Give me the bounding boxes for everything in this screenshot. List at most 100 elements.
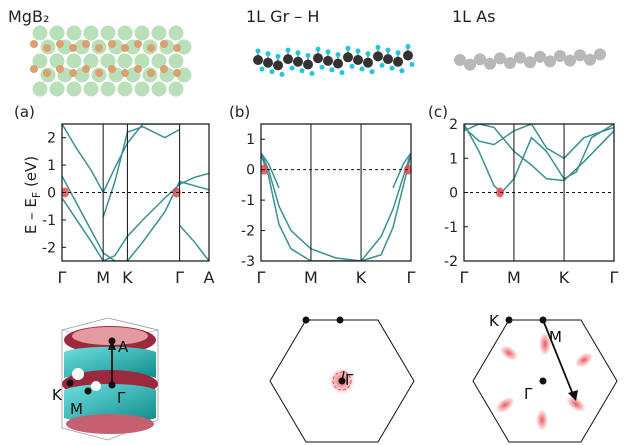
x-tick-label: A [204,268,215,287]
b-atom [121,69,129,77]
b-atom [82,65,90,73]
fs-pocket [575,352,593,368]
h-atom [399,68,405,74]
band-line [62,183,181,261]
band-line [62,124,180,195]
c-atom [343,52,353,63]
c-atom [273,60,283,71]
as-atom [454,54,466,66]
fs-pocket [495,397,515,413]
mg-atom [49,53,65,69]
b-atom [173,44,181,52]
band-line [261,154,411,261]
structure-title-mgb2: MgB₂ [8,7,49,26]
mg-atom [83,81,99,97]
y-tick-label: -3 [241,254,255,270]
as-atom [554,50,566,62]
b-atom [43,44,51,52]
b-atom [108,40,116,48]
arrow-head [108,340,116,350]
y-axis-label-sub: F [30,192,43,198]
h-atom [359,66,365,72]
as-atom [594,48,606,61]
h-atom [369,69,375,75]
h-atom [299,68,305,74]
kpoint-k [302,316,310,324]
h-atom [285,47,291,53]
mg-atom [168,25,184,41]
as-atom [584,53,596,66]
b-atom [30,65,38,73]
mg-atom [100,53,116,69]
band-line [179,224,209,261]
fs-tube-upper [64,346,156,378]
y-axis-label-text: E – E [22,198,40,234]
x-tick-label: Γ [610,268,619,287]
fs-pocket [536,409,548,431]
x-tick-label: Γ [175,268,184,287]
kpoint-k [505,316,513,324]
mg-atom [168,81,184,97]
b-atom [134,40,142,48]
kpoint-m [84,387,92,395]
y-tick-label: 1 [246,132,255,148]
h-atom [379,62,385,68]
b-atom [147,44,155,52]
fs-hole [72,368,84,380]
band-line [179,172,209,185]
c-atom [333,58,343,69]
c-atom [363,57,373,68]
kpoint-m [336,316,344,324]
x-tick-label: Γ [58,268,67,287]
band-line [464,124,614,160]
h-atom [339,70,345,76]
fs-label-k: K [52,386,63,404]
kvector [341,370,345,382]
c-atom [263,57,273,68]
h-atom [355,48,361,54]
c-atom [383,54,393,65]
mg-atom [32,25,48,41]
b-atom [30,40,38,48]
b-atom [173,69,181,77]
arrow-head [568,390,578,401]
h-atom [349,63,355,69]
mg-atom [117,53,133,69]
band-line [261,152,280,189]
structure-mgb2: MgB₂ [8,7,192,97]
x-tick-label: Γ [460,268,469,287]
mg-atom [83,53,99,69]
fs-sheet-bottom [66,414,154,434]
c-atom [293,56,303,67]
as-atom [574,49,586,62]
y-tick-label: 1 [449,151,458,167]
band-line [62,175,181,261]
y-axis-label-unit: (eV) [22,156,40,192]
mg-atom [32,53,48,69]
band-line [261,152,411,261]
h-atom [255,48,261,54]
h-atom [409,62,415,67]
y-tick-label: -2 [241,224,255,240]
mg-atom [32,81,48,97]
fs-label-gamma: Γ [117,389,126,407]
structure-gr-h: 1L Gr – H [246,7,415,77]
fs-label-gamma: Γ [345,371,354,389]
b-atom [56,40,64,48]
mg-atom [49,81,65,97]
c-atom [323,55,333,66]
mg-atom [83,25,99,41]
h-atom [329,67,335,73]
fs-sheet-top-inner [72,327,148,345]
y-tick-label: -2 [42,240,56,256]
plot-frame [260,123,412,262]
structure-title-as: 1L As [452,7,495,26]
c-atom [393,56,403,67]
b-atom [108,65,116,73]
mg-atom [117,25,133,41]
kpoint-gamma [539,377,547,385]
gr-h-atom-layer [253,44,415,77]
as-atom [534,50,546,63]
fs-pocket [566,396,586,412]
